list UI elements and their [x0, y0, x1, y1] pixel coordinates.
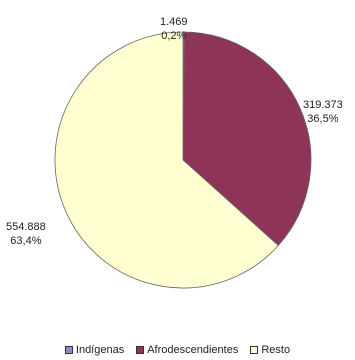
value-label-resto: 554.888	[6, 221, 46, 233]
percent-label-resto: 63,4%	[10, 235, 42, 247]
legend-label-indigenas: Indígenas	[75, 344, 125, 356]
percent-label-afrodescendientes: 36,5%	[307, 113, 339, 125]
legend-item-afrodescendientes: Afrodescendientes	[136, 344, 238, 356]
data-label-resto: 554.888 63,4%	[6, 220, 46, 248]
value-label-afrodescendientes: 319.373	[303, 99, 343, 111]
data-label-afrodescendientes: 319.373 36,5%	[303, 98, 343, 126]
value-label-indigenas: 1.469	[160, 16, 188, 28]
legend-item-indigenas: Indígenas	[64, 344, 125, 356]
legend-label-afrodescendientes: Afrodescendientes	[147, 344, 239, 356]
legend-swatch-afrodescendientes	[136, 346, 145, 354]
data-label-indigenas: 1.469 0,2%	[160, 15, 188, 43]
legend: Indígenas Afrodescendientes Resto	[0, 344, 355, 356]
legend-item-resto: Resto	[250, 344, 290, 356]
percent-label-indigenas: 0,2%	[161, 30, 187, 42]
pie-slice-resto	[54, 31, 279, 289]
legend-swatch-indigenas	[64, 346, 73, 354]
legend-label-resto: Resto	[261, 344, 291, 356]
pie-slice-afrodescendientes	[182, 31, 312, 247]
legend-swatch-resto	[250, 346, 259, 354]
